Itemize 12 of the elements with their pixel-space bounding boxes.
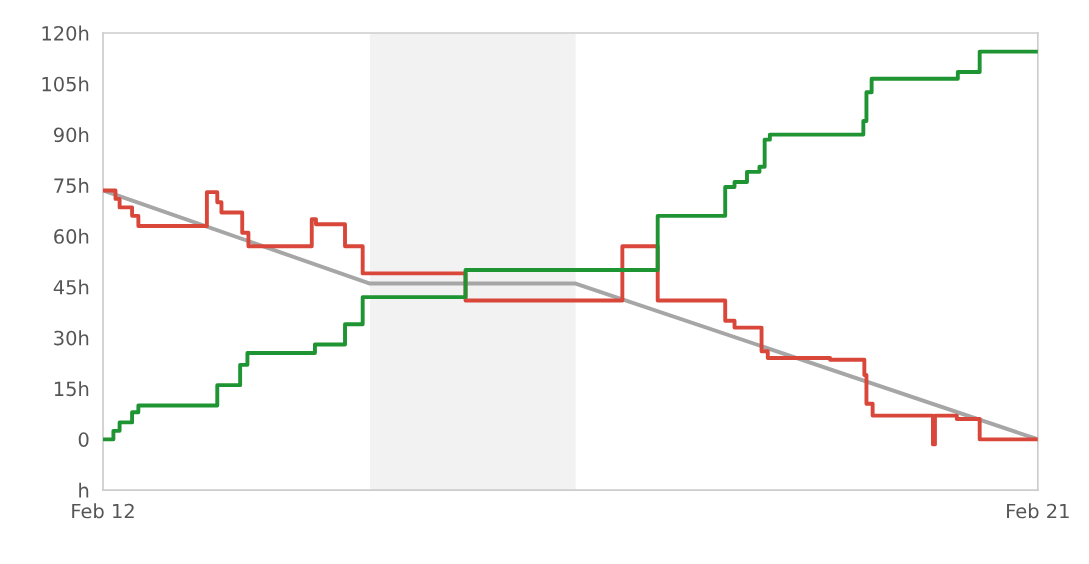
y-tick-label: 0 <box>78 432 89 447</box>
x-tick-label: Feb 21 <box>1007 503 1069 519</box>
x-tick-label: Feb 12 <box>72 503 134 519</box>
y-tick-label: 30h <box>54 330 89 346</box>
y-tick-label: 90h <box>53 127 89 143</box>
y-tick-label: 45h <box>53 279 89 295</box>
y-tick-label: 105h <box>42 76 89 92</box>
y-tick-label: 120h <box>42 25 89 41</box>
y-tick-label: 15h <box>54 381 89 397</box>
y-tick-label: 60h <box>54 228 89 244</box>
y-tick-label: 75h <box>54 177 89 194</box>
y-tick-label: h <box>79 482 89 498</box>
